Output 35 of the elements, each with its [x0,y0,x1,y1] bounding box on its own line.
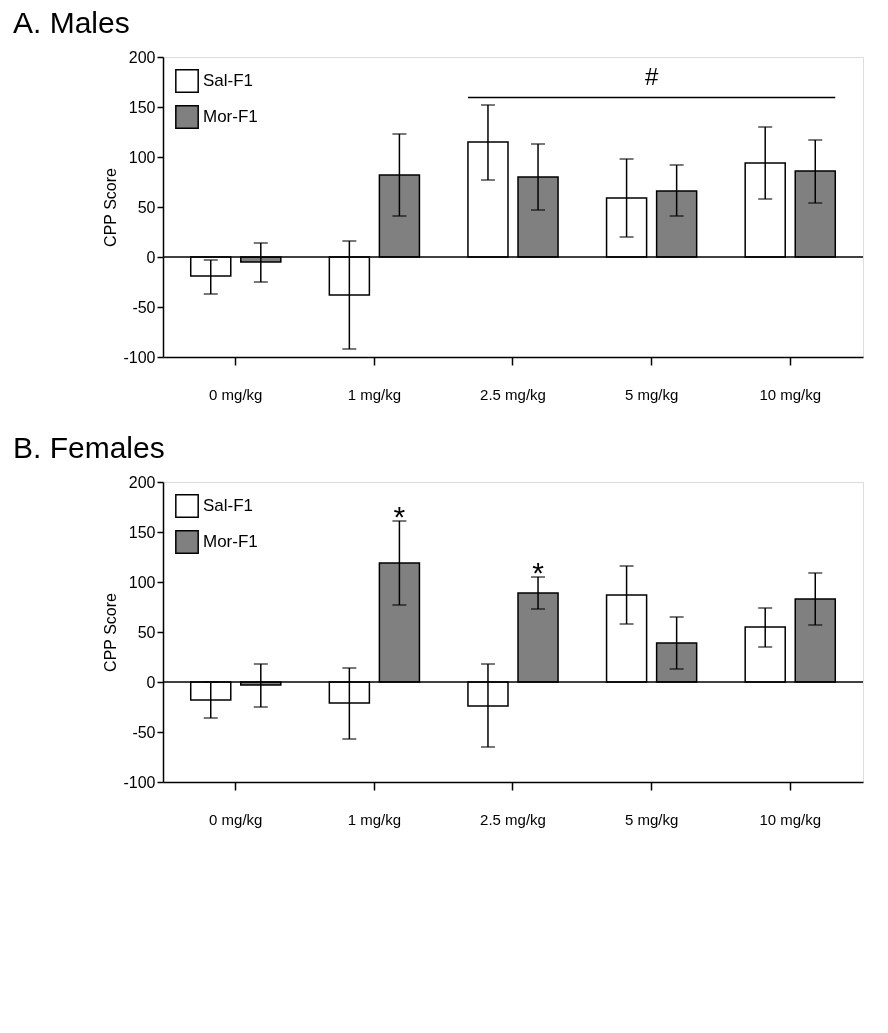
x-tick-label: 10 mg/kg [759,385,822,403]
x-tick-label: 1 mg/kg [347,810,402,828]
y-tick-label: -50 [132,723,156,741]
legend-label: Mor-F1 [203,107,258,126]
y-axis-title: CPP Score [102,167,120,247]
legend-label: Mor-F1 [203,532,258,551]
x-tick-label: 5 mg/kg [624,810,679,828]
x-tick-label: 2.5 mg/kg [480,385,546,403]
y-tick-label: 0 [146,673,156,691]
x-tick-label: 0 mg/kg [209,810,263,828]
x-tick-label: 0 mg/kg [209,385,263,403]
annotation: * [532,556,545,589]
legend-label: Sal-F1 [203,496,254,515]
y-tick-label: -50 [132,298,156,316]
y-tick-label: 200 [128,48,156,66]
y-tick-label: -100 [123,773,156,791]
legend-label: Sal-F1 [203,71,254,90]
x-tick-label: 2.5 mg/kg [480,810,546,828]
y-tick-label: 150 [128,523,156,541]
y-tick-label: 50 [137,198,156,216]
y-tick-label: -100 [123,348,156,366]
x-tick-label: 10 mg/kg [759,810,822,828]
x-tick-label: 1 mg/kg [347,385,402,403]
y-tick-label: 50 [137,623,156,641]
y-axis-title: CPP Score [102,592,120,672]
annotation: * [393,500,406,533]
chart-title: A. Males [12,6,130,39]
y-tick-label: 100 [128,148,156,166]
y-tick-label: 100 [128,573,156,591]
y-tick-label: 200 [128,473,156,491]
x-tick-label: 5 mg/kg [624,385,679,403]
annotation: # [644,63,659,90]
y-tick-label: 150 [128,98,156,116]
chart-title: B. Females [12,431,165,464]
y-tick-label: 0 [146,248,156,266]
